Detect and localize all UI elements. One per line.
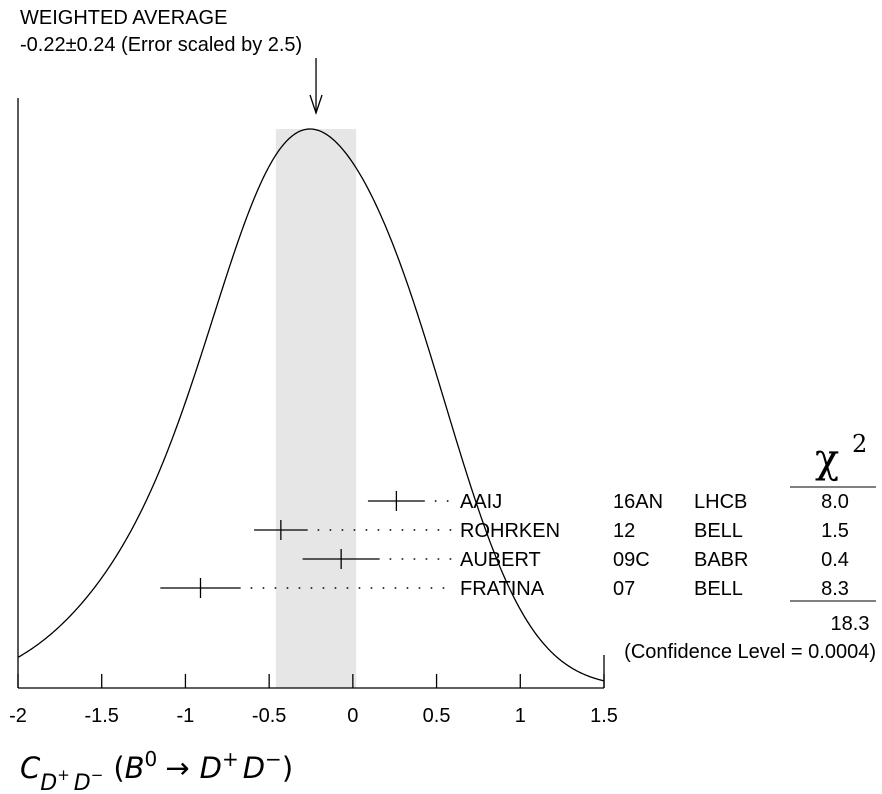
measurement-chi2: 1.5 bbox=[821, 520, 849, 542]
measurement-author: ROHRKEN bbox=[460, 520, 560, 542]
measurement-year: 07 bbox=[613, 578, 635, 600]
measurement-year: 12 bbox=[613, 520, 635, 542]
x-tick-label: 0 bbox=[347, 705, 358, 727]
measurement-row: FRATINA 07 BELL 8.3 bbox=[160, 578, 849, 600]
measurement-author: AAIJ bbox=[460, 491, 502, 513]
x-axis-label: CD+ D− (B0 → D+ D−) bbox=[20, 747, 293, 794]
measurement-chi2: 8.3 bbox=[821, 578, 849, 600]
weighted-average-band bbox=[275, 129, 357, 688]
measurement-experiment: LHCB bbox=[694, 491, 747, 513]
measurement-chi2: 8.0 bbox=[821, 491, 849, 513]
weighted-average-value: -0.22±0.24 (Error scaled by 2.5) bbox=[20, 34, 302, 56]
x-tick-label: 1 bbox=[515, 705, 526, 727]
chi2-header: χ 2 bbox=[815, 430, 867, 482]
x-tick-label: -0.5 bbox=[252, 705, 286, 727]
ideogram-curve bbox=[17, 128, 605, 682]
measurement-experiment: BELL bbox=[694, 520, 743, 542]
measurement-chi2: 0.4 bbox=[821, 549, 849, 571]
weighted-average-arrow bbox=[309, 58, 323, 116]
confidence-level: (Confidence Level = 0.0004) bbox=[624, 641, 876, 663]
x-tick-label: -1.5 bbox=[84, 705, 118, 727]
measurement-year: 09C bbox=[613, 549, 650, 571]
measurement-experiment: BABR bbox=[694, 549, 748, 571]
x-tick-label: -1 bbox=[177, 705, 195, 727]
measurement-row: AUBERT 09C BABR 0.4 bbox=[302, 549, 849, 571]
chart-title: WEIGHTED AVERAGE bbox=[20, 7, 227, 29]
measurement-row: ROHRKEN 12 BELL 1.5 bbox=[254, 520, 849, 542]
x-tick-label: 1.5 bbox=[590, 705, 618, 727]
measurement-author: FRATINA bbox=[460, 578, 545, 600]
x-tick-label: -2 bbox=[9, 705, 27, 727]
measurement-experiment: BELL bbox=[694, 578, 743, 600]
measurement-year: 16AN bbox=[613, 491, 663, 513]
chi2-total: 18.3 bbox=[831, 613, 870, 635]
measurement-author: AUBERT bbox=[460, 549, 541, 571]
x-tick-label: 0.5 bbox=[423, 705, 451, 727]
measurement-row: AAIJ 16AN LHCB 8.0 bbox=[367, 491, 849, 513]
